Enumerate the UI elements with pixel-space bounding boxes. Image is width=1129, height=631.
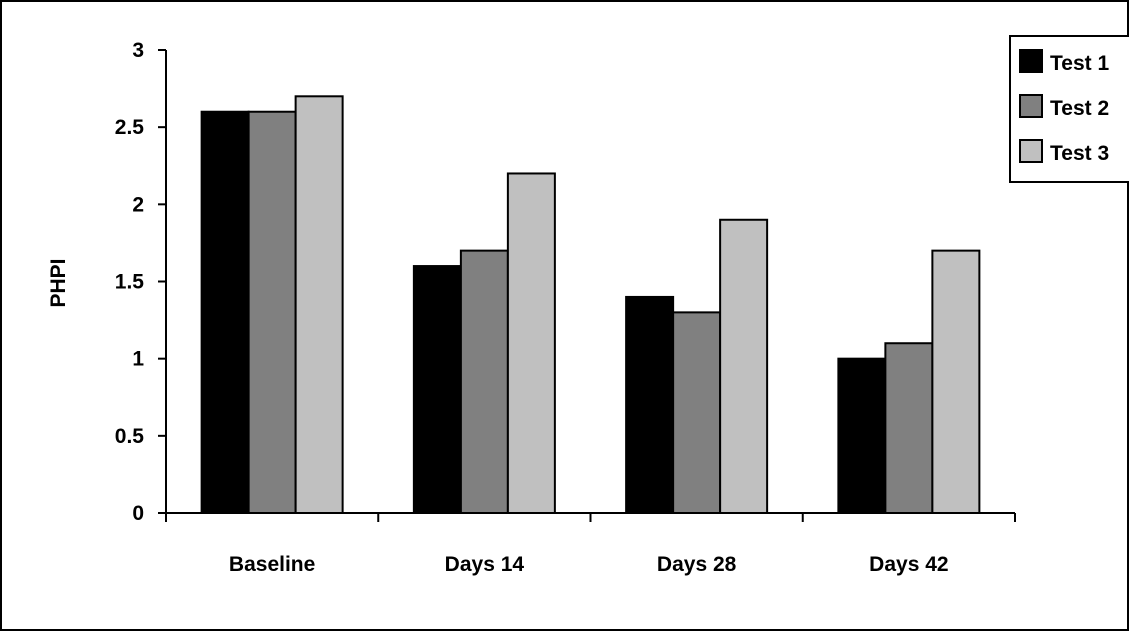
y-axis-title: PHPI — [47, 258, 70, 307]
x-category-label: Days 28 — [657, 553, 737, 576]
y-tick-label: 1 — [132, 348, 144, 371]
y-ticks-group: 0 0.5 1 1.5 2 2.5 3 — [115, 39, 166, 525]
legend-label: Test 2 — [1050, 97, 1109, 120]
legend-swatch — [1019, 49, 1043, 73]
bar-test-1-days-28 — [625, 295, 675, 514]
legend-swatch — [1019, 94, 1043, 118]
bar-test-2-days-42 — [884, 342, 934, 514]
y-tick-label: 2.5 — [115, 116, 145, 139]
y-tick-label: 3 — [132, 39, 144, 62]
bar-test-1-days-14 — [412, 265, 462, 515]
bar-test-3-days-42 — [931, 249, 981, 514]
bar-test-3-days-28 — [719, 218, 769, 514]
bar-test-2-days-28 — [672, 311, 722, 514]
bar-test-1-baseline — [200, 110, 250, 514]
bar-test-3-days-14 — [506, 172, 556, 514]
x-category-label: Days 14 — [445, 553, 525, 576]
y-tick-label: 2 — [132, 193, 144, 216]
y-axis-title-group: PHPI — [47, 258, 70, 307]
x-ticks-group: Baseline Days 14 Days 28 Days 42 — [165, 513, 1016, 576]
legend-label: Test 3 — [1050, 142, 1109, 165]
bar-test-1-days-42 — [837, 357, 887, 514]
legend-swatch — [1019, 139, 1043, 163]
x-category-label: Baseline — [229, 553, 315, 576]
y-tick-label: 1.5 — [115, 271, 145, 294]
x-category-label: Days 42 — [869, 553, 948, 576]
legend: Test 1 Test 2 Test 3 — [1009, 35, 1129, 183]
y-tick-label: 0 — [132, 502, 144, 525]
bar-test-2-days-14 — [459, 249, 509, 514]
legend-label: Test 1 — [1050, 52, 1109, 75]
y-tick-label: 0.5 — [115, 425, 145, 448]
bar-test-3-baseline — [294, 95, 344, 515]
bars-group — [200, 95, 981, 515]
bar-test-2-baseline — [247, 110, 297, 514]
